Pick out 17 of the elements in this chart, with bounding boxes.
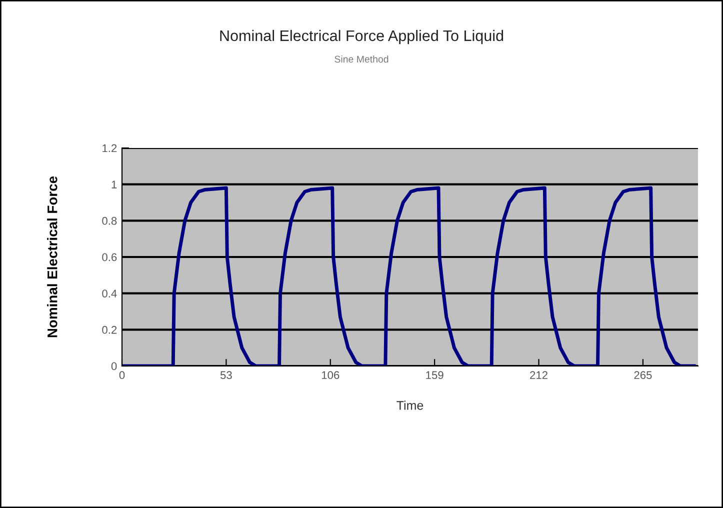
x-tick-label: 212: [530, 371, 548, 379]
y-tick-label: 1.2: [102, 144, 117, 152]
x-tick-label: 159: [426, 371, 444, 380]
x-axis-title: Time: [396, 400, 424, 410]
y-axis-title: Nominal Electrical Force: [47, 176, 58, 338]
y-tick-label: 0.4: [102, 290, 117, 298]
y-tick-label: 0: [111, 362, 117, 370]
y-tick-label: 0.8: [102, 216, 117, 225]
y-tick-label: 0.6: [102, 253, 117, 262]
y-tick-label: 0.2: [102, 326, 117, 334]
y-tick-label: 1: [112, 180, 117, 188]
chart-title: Nominal Electrical Force Applied To Liquid: [220, 30, 504, 44]
x-tick-label: 0: [119, 371, 125, 380]
x-tick-label: 53: [220, 371, 232, 380]
x-tick-label: 265: [634, 371, 652, 380]
x-tick-label: 106: [322, 371, 340, 380]
chart-subtitle: Sine Method: [334, 55, 388, 63]
